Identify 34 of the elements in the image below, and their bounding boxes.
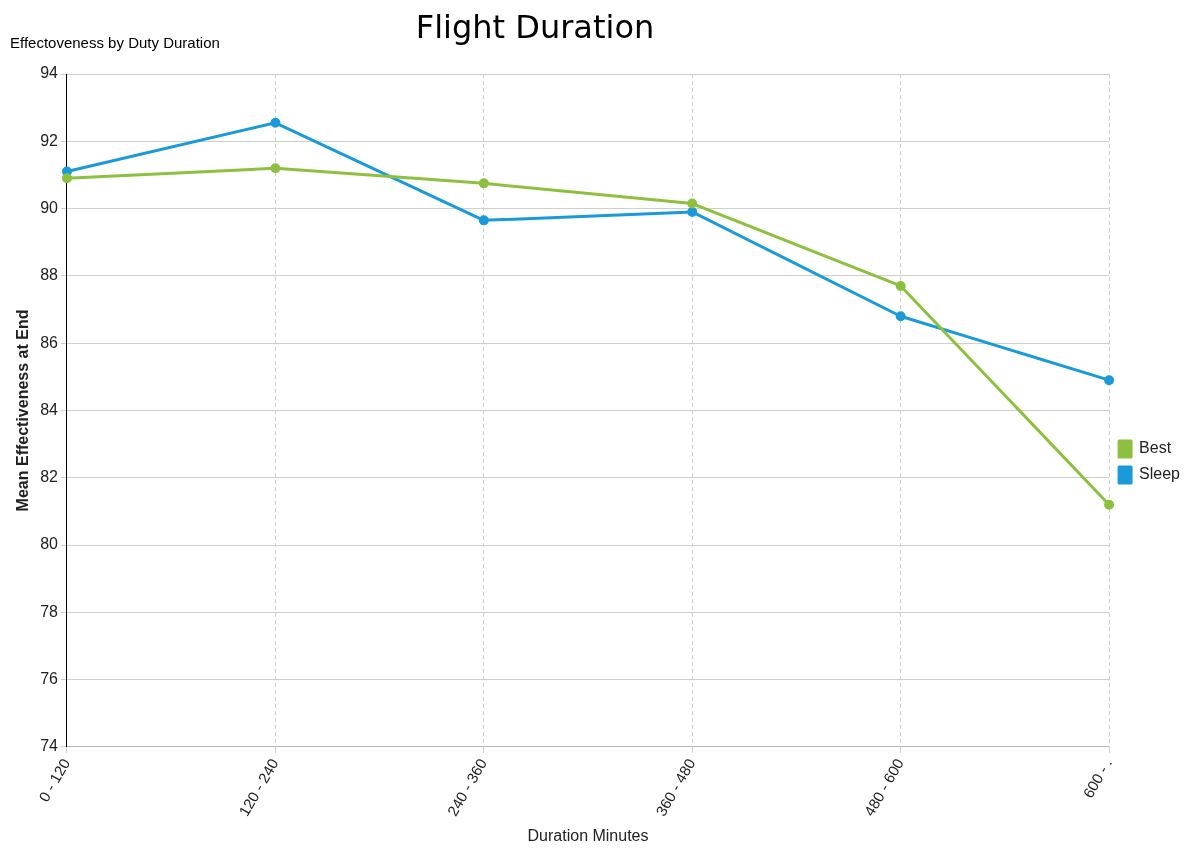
y-tick-label: 84	[40, 400, 59, 418]
y-tick-label: 86	[40, 333, 59, 351]
y-axis-title: Mean Effectiveness at End	[14, 309, 32, 512]
x-tick-label: 480 - 600	[860, 755, 907, 819]
y-tick-label: 88	[40, 266, 59, 284]
point	[478, 178, 489, 189]
point	[895, 280, 906, 291]
point	[895, 311, 906, 322]
x-tick-label: 360 - 480	[652, 755, 699, 819]
chart-subtitle: Effectoveness by Duty Duration	[10, 34, 220, 51]
point	[687, 198, 698, 209]
y-tick-label: 74	[40, 737, 59, 755]
x-tick-label: 0 - 120	[35, 755, 74, 805]
point	[687, 206, 698, 217]
point	[1104, 375, 1115, 386]
y-tick-label: 76	[40, 670, 59, 688]
x-tick-label: 240 - 360	[443, 755, 491, 819]
point	[270, 163, 281, 174]
y-tick-label: 94	[40, 64, 59, 82]
point	[62, 173, 72, 184]
y-tick-label: 82	[40, 468, 59, 486]
x-tick-label: 120 - 240	[235, 755, 282, 819]
legend-label: Best	[1139, 439, 1172, 457]
legend-label: Sleep	[1139, 465, 1181, 483]
point	[1104, 499, 1115, 510]
x-tick-label: 600 - .	[1079, 755, 1116, 801]
point	[478, 215, 489, 226]
y-tick-label: 80	[40, 535, 59, 553]
point	[270, 117, 281, 128]
x-axis-title: Duration Minutes	[527, 826, 649, 844]
y-tick-label: 90	[40, 198, 59, 216]
chart-title: Flight Duration	[415, 8, 655, 46]
y-tick-label: 78	[40, 602, 59, 620]
y-tick-label: 92	[40, 131, 59, 149]
